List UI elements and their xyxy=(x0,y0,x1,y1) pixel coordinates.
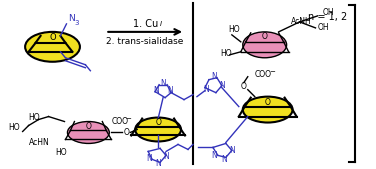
Text: AcHN: AcHN xyxy=(29,138,49,147)
Text: HO: HO xyxy=(9,123,20,132)
Text: N: N xyxy=(160,79,166,88)
Text: AcNH: AcNH xyxy=(291,17,311,26)
Text: N: N xyxy=(221,155,227,164)
Text: COO: COO xyxy=(111,117,128,126)
Text: O: O xyxy=(85,122,91,131)
Text: HO: HO xyxy=(56,148,67,157)
Ellipse shape xyxy=(243,32,287,58)
Text: O: O xyxy=(241,82,247,91)
Text: OH: OH xyxy=(323,8,334,17)
Text: O: O xyxy=(155,118,161,127)
Text: N: N xyxy=(163,152,169,161)
Text: HO: HO xyxy=(228,25,240,34)
Text: 2. trans-sialidase: 2. trans-sialidase xyxy=(106,37,184,46)
Text: n = 1, 2: n = 1, 2 xyxy=(308,12,347,22)
Text: 1. Cu: 1. Cu xyxy=(133,19,158,29)
Text: O: O xyxy=(123,128,129,137)
Text: N: N xyxy=(211,151,217,160)
Text: N: N xyxy=(146,154,152,163)
Ellipse shape xyxy=(25,32,80,62)
Text: N: N xyxy=(153,86,159,95)
Ellipse shape xyxy=(67,122,109,143)
Text: O: O xyxy=(265,98,271,107)
Text: N: N xyxy=(167,86,173,95)
Text: 3: 3 xyxy=(74,20,79,26)
Text: −: − xyxy=(270,69,276,75)
Text: −: − xyxy=(125,116,131,122)
Text: N: N xyxy=(68,14,75,23)
Text: N: N xyxy=(219,81,225,90)
Text: N: N xyxy=(155,159,161,168)
Text: N: N xyxy=(203,85,209,94)
Text: N: N xyxy=(211,72,217,81)
Text: COO: COO xyxy=(255,70,272,79)
Text: O: O xyxy=(262,32,268,41)
Text: HO: HO xyxy=(220,49,232,58)
Text: HO: HO xyxy=(29,113,40,122)
Ellipse shape xyxy=(243,97,293,123)
Ellipse shape xyxy=(135,118,181,141)
Text: I: I xyxy=(160,21,162,27)
Text: OH: OH xyxy=(317,23,329,32)
Text: N: N xyxy=(229,146,235,155)
Text: O: O xyxy=(49,33,56,42)
